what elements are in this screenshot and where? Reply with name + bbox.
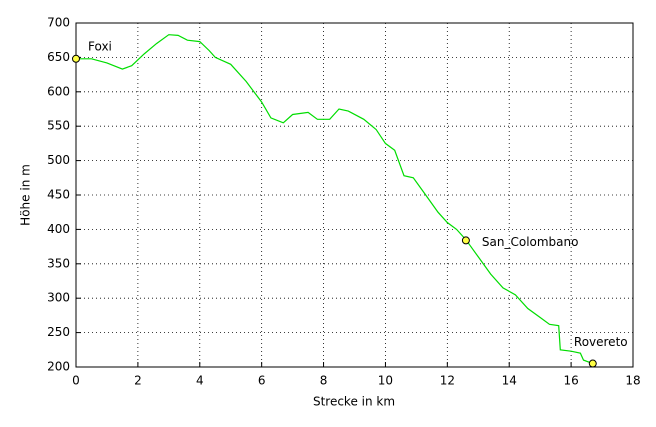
waypoint-label: Rovereto (574, 335, 628, 349)
x-axis-label: Strecke in km (313, 395, 395, 409)
elevation-line (76, 34, 594, 365)
y-tick-label: 700 (47, 16, 70, 30)
y-tick-label: 250 (47, 325, 70, 339)
y-tick-label: 350 (47, 256, 70, 270)
y-tick-label: 300 (47, 291, 70, 305)
y-tick-label: 500 (47, 153, 70, 167)
y-tick-label: 550 (47, 119, 70, 133)
x-tick-label: 18 (625, 374, 640, 388)
x-tick-label: 14 (502, 374, 517, 388)
waypoint-label: San_Colombano (482, 235, 579, 249)
x-tick-label: 2 (134, 374, 142, 388)
x-tick-label: 8 (320, 374, 328, 388)
waypoint (588, 359, 597, 368)
y-tick-label: 650 (47, 50, 70, 64)
y-tick-label: 450 (47, 188, 70, 202)
plot-frame (75, 22, 634, 368)
x-tick-label: 0 (72, 374, 80, 388)
x-tick-label: 12 (440, 374, 455, 388)
y-axis-label: Höhe in m (19, 164, 33, 226)
x-tick-label: 6 (258, 374, 266, 388)
x-tick-label: 16 (563, 374, 578, 388)
y-tick-label: 400 (47, 222, 70, 236)
x-tick-label: 4 (196, 374, 204, 388)
y-tick-label: 200 (47, 360, 70, 374)
x-tick-label: 10 (378, 374, 393, 388)
y-tick-label: 600 (47, 84, 70, 98)
waypoint (72, 54, 80, 63)
waypoint (461, 236, 470, 245)
waypoint-label: Foxi (88, 39, 112, 53)
